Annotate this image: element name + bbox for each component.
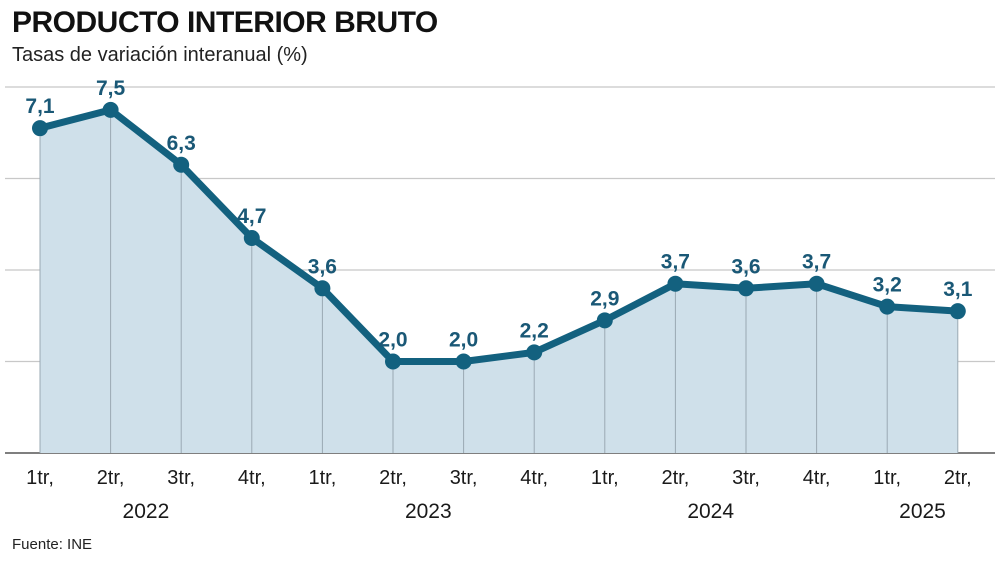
data-point <box>102 101 119 118</box>
x-tick-label: 1tr, <box>26 467 54 489</box>
data-label: 3,7 <box>661 251 690 274</box>
data-label: 3,2 <box>873 274 902 297</box>
x-tick-label: 1tr, <box>591 467 619 489</box>
data-label: 2,0 <box>378 329 407 352</box>
series-line <box>36 106 962 365</box>
data-point <box>667 275 684 292</box>
x-year-label: 2023 <box>405 500 452 523</box>
x-tick-label: 3tr, <box>167 467 195 489</box>
x-year-label: 2024 <box>687 500 734 523</box>
data-label: 2,9 <box>590 287 619 310</box>
chart-subtitle: Tasas de variación interanual (%) <box>12 44 308 66</box>
x-year-label: 2025 <box>899 500 946 523</box>
data-point <box>314 280 331 297</box>
data-point <box>879 298 896 315</box>
data-point <box>949 303 966 320</box>
x-year-label: 2022 <box>123 500 170 523</box>
data-label: 2,0 <box>449 329 478 352</box>
x-tick-label: 3tr, <box>450 467 478 489</box>
data-label: 3,6 <box>308 255 337 278</box>
x-tick-label: 1tr, <box>309 467 337 489</box>
x-tick-label: 2tr, <box>662 467 690 489</box>
line-layer <box>36 106 962 365</box>
data-point <box>596 312 613 329</box>
value-label-layer: 7,1 7,5 6,3 4,7 3,6 2,0 2,0 2,2 2,9 3,7 3,6 3,7 3,2 3… <box>25 77 972 352</box>
x-tick-label: 2tr, <box>97 467 125 489</box>
data-point <box>738 280 754 297</box>
point-layer <box>32 101 966 370</box>
data-label: 2,2 <box>520 319 549 342</box>
data-point <box>808 275 825 292</box>
x-tick-label: 2tr, <box>944 467 972 489</box>
data-point <box>526 344 543 361</box>
area-layer <box>39 109 959 453</box>
data-point <box>385 353 401 370</box>
data-label: 3,6 <box>731 255 760 278</box>
source-note: Fuente: INE <box>12 536 93 553</box>
x-tick-label: 2tr, <box>379 467 407 489</box>
area-fill <box>40 109 958 453</box>
x-axis: 1tr, 2tr, 3tr, 4tr, 1tr, 2tr, 3tr, 4tr, 1tr, 2tr,… <box>26 467 972 523</box>
data-label: 7,1 <box>25 95 55 118</box>
data-point <box>32 120 48 137</box>
x-tick-label: 4tr, <box>238 467 266 489</box>
x-tick-label: 4tr, <box>520 467 548 489</box>
x-tick-label: 3tr, <box>732 467 760 489</box>
data-label: 4,7 <box>237 205 266 228</box>
data-label: 7,5 <box>96 77 126 100</box>
data-label: 3,1 <box>943 278 973 301</box>
data-point <box>173 156 190 173</box>
x-tick-label: 4tr, <box>803 467 831 489</box>
x-tick-label: 1tr, <box>873 467 901 489</box>
data-point <box>455 353 472 370</box>
data-label: 3,7 <box>802 251 831 274</box>
data-label: 6,3 <box>167 132 196 155</box>
data-point <box>243 229 260 246</box>
chart-title: PRODUCTO INTERIOR BRUTO <box>12 6 438 39</box>
